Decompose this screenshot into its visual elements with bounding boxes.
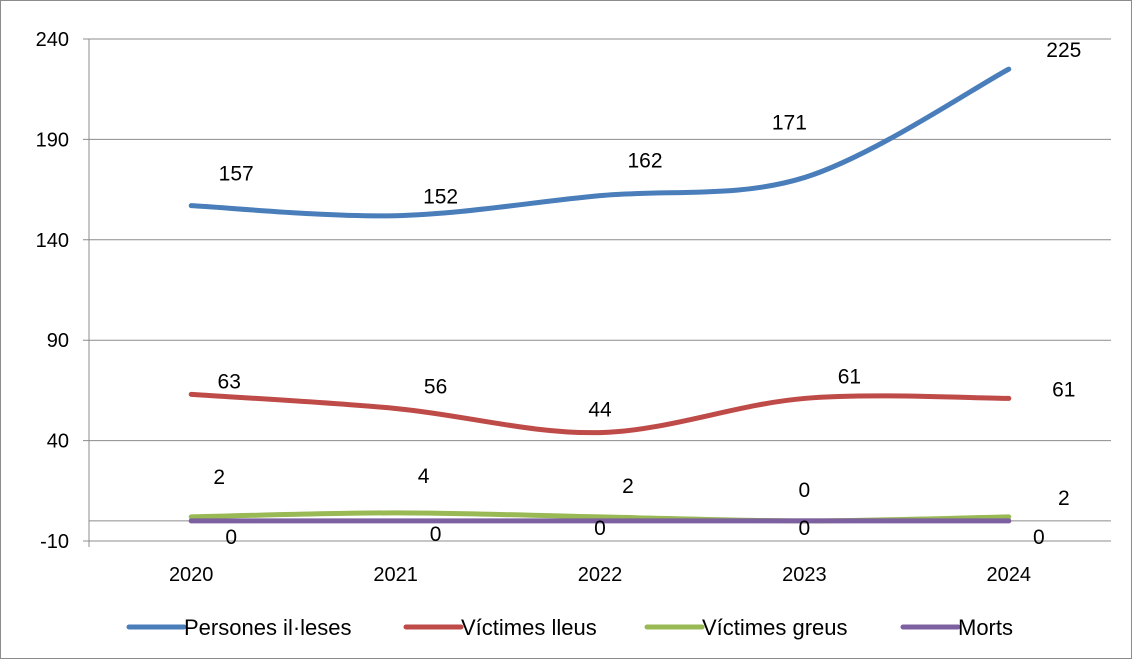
data-label: 2 xyxy=(622,475,634,498)
data-label: 2 xyxy=(213,466,225,489)
y-axis-tick-labels: -10 40 90 140 190 240 xyxy=(36,29,69,553)
x-tick-label: 2020 xyxy=(169,564,214,586)
x-tick-label: 2023 xyxy=(782,564,827,586)
y-tick-label: 240 xyxy=(36,29,69,51)
y-tick-label: 40 xyxy=(47,431,69,453)
x-axis-tick-labels: 2020 2021 2022 2023 2024 xyxy=(169,564,1031,586)
data-label: 157 xyxy=(219,163,254,186)
data-label: 0 xyxy=(225,526,237,549)
series-line-1 xyxy=(188,391,1012,436)
legend-label: Morts xyxy=(958,615,1013,640)
data-label: 162 xyxy=(627,150,662,173)
y-tick-label: 190 xyxy=(36,129,69,151)
y-tick-label: 140 xyxy=(36,230,69,252)
data-label: 0 xyxy=(594,517,606,540)
data-label: 0 xyxy=(1033,526,1045,549)
axes xyxy=(88,39,1111,547)
data-label: 4 xyxy=(418,465,430,488)
y-tick-label: -10 xyxy=(40,531,69,553)
data-label: 152 xyxy=(423,186,458,209)
x-tick-label: 2021 xyxy=(373,564,418,586)
data-label: 44 xyxy=(588,399,612,422)
data-label: 56 xyxy=(424,375,447,398)
legend-label: Víctimes greus xyxy=(702,615,848,640)
gridlines xyxy=(83,38,1111,542)
y-tick-label: 90 xyxy=(47,330,69,352)
legend: Persones il·leses Víctimes lleus Víctimes … xyxy=(126,615,1013,640)
data-label: 0 xyxy=(799,479,811,502)
legend-label: Víctimes lleus xyxy=(461,615,597,640)
series-lines xyxy=(188,66,1012,524)
data-label: 61 xyxy=(1052,378,1075,401)
legend-label: Persones il·leses xyxy=(184,615,352,640)
series-line-0 xyxy=(188,66,1012,219)
data-label: 63 xyxy=(218,370,241,393)
data-label: 2 xyxy=(1058,487,1070,510)
data-label: 225 xyxy=(1046,39,1081,62)
x-tick-label: 2022 xyxy=(578,564,623,586)
data-label: 171 xyxy=(772,112,807,135)
x-tick-label: 2024 xyxy=(987,564,1032,586)
data-label: 61 xyxy=(838,365,861,388)
data-label: 0 xyxy=(430,523,442,546)
data-label: 0 xyxy=(799,517,811,540)
